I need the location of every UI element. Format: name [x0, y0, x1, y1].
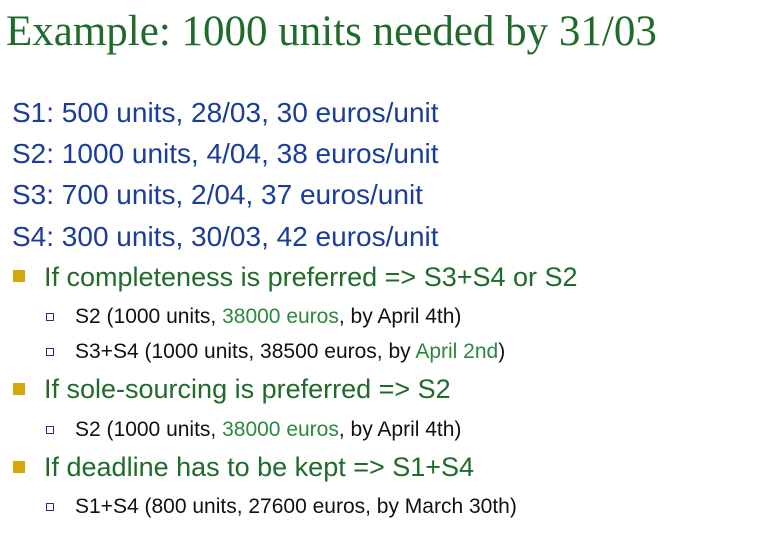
completeness-option-s3-s4: S3+S4 (1000 units, 38500 euros, by April… — [75, 337, 505, 367]
supplier-line-s4: S4: 300 units, 30/03, 42 euros/unit — [12, 221, 439, 252]
option-text: S1+S4 (800 units, 27600 euros, by March … — [75, 495, 517, 518]
option-text: S2 (1000 units, — [75, 305, 223, 328]
deadline-heading: If deadline has to be kept => S1+S4 — [44, 452, 475, 482]
option-text: ) — [498, 340, 506, 363]
supplier-line-s3: S3: 700 units, 2/04, 37 euros/unit — [12, 179, 423, 210]
hollow-square-bullet-icon — [46, 503, 54, 511]
hollow-square-bullet-icon — [46, 313, 54, 321]
square-bullet-icon — [13, 461, 25, 473]
completeness-heading: If completeness is preferred => S3+S4 or… — [44, 262, 578, 292]
hollow-square-bullet-icon — [46, 426, 54, 434]
supplier-line-s2: S2: 1000 units, 4/04, 38 euros/unit — [12, 138, 439, 169]
completeness-option-s2: S2 (1000 units, 38000 euros, by April 4t… — [75, 302, 461, 332]
option-text: S2 (1000 units, — [75, 418, 223, 441]
sole-sourcing-heading: If sole-sourcing is preferred => S2 — [44, 374, 451, 404]
slide-title: Example: 1000 units needed by 31/03 — [6, 8, 657, 55]
option-highlight: 38000 euros — [222, 418, 339, 441]
square-bullet-icon — [13, 383, 25, 395]
option-text: S3+S4 (1000 units, 38500 euros, by — [75, 340, 416, 363]
supplier-line-s1: S1: 500 units, 28/03, 30 euros/unit — [12, 97, 439, 128]
option-text: , by April 4th) — [338, 418, 462, 441]
option-highlight: 38000 euros — [222, 305, 339, 328]
square-bullet-icon — [13, 270, 25, 282]
option-highlight: April 2nd — [415, 340, 499, 363]
sole-sourcing-option-s2: S2 (1000 units, 38000 euros, by April 4t… — [75, 415, 461, 445]
hollow-square-bullet-icon — [46, 348, 54, 356]
deadline-option-s1-s4: S1+S4 (800 units, 27600 euros, by March … — [75, 492, 517, 522]
option-text: , by April 4th) — [338, 305, 462, 328]
